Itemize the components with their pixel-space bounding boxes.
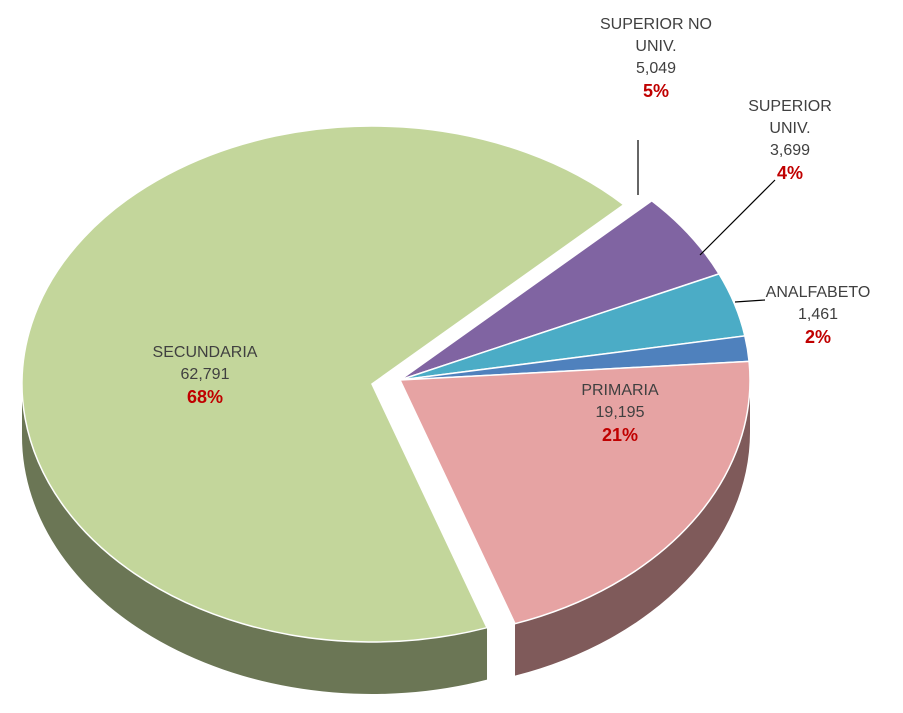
percent-label: 4%	[776, 163, 803, 183]
leader-line	[699, 179, 776, 256]
value-label: 3,699	[769, 142, 811, 159]
slice-side	[22, 384, 488, 694]
leader-line	[734, 299, 766, 303]
value-label: 62,791	[180, 366, 230, 383]
slice	[21, 125, 626, 643]
slice	[398, 360, 751, 625]
data-label: ANALFABETO 1,461 2%	[766, 282, 871, 348]
category-label: PRIMARIA	[581, 382, 659, 399]
slice-side	[515, 380, 750, 676]
data-label: SUPERIOR UNIV. 3,699 4%	[734, 96, 847, 184]
percent-label: 5%	[642, 81, 669, 101]
value-label: 5,049	[635, 60, 677, 77]
category-label: ANALFABETO	[765, 284, 871, 301]
data-label: PRIMARIA 19,195 21%	[581, 380, 658, 446]
value-label: 19,195	[595, 404, 645, 421]
category-label: SUPERIOR NO UNIV.	[599, 16, 712, 55]
category-label: SECUNDARIA	[152, 344, 258, 361]
percent-label: 2%	[804, 327, 832, 347]
value-label: 1,461	[797, 306, 839, 323]
data-label: SUPERIOR NO UNIV. 5,049 5%	[596, 14, 716, 102]
category-label: SUPERIOR UNIV.	[748, 98, 832, 137]
percent-label: 68%	[186, 387, 224, 407]
percent-label: 21%	[601, 425, 639, 445]
data-label: SECUNDARIA 62,791 68%	[153, 342, 258, 408]
